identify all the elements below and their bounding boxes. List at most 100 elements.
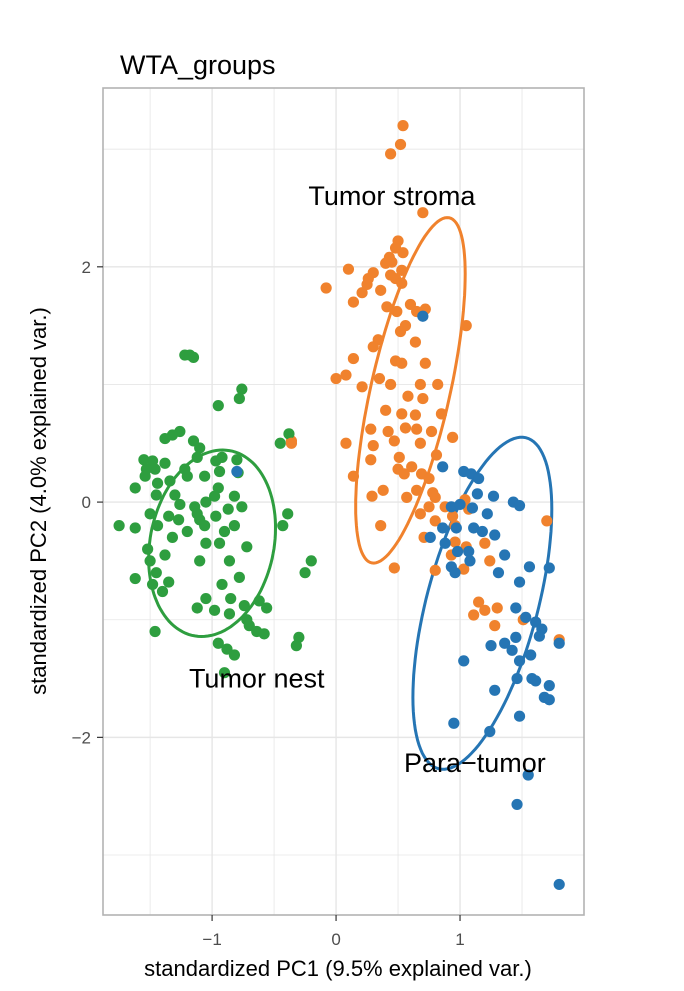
data-point — [361, 278, 373, 291]
data-point — [285, 437, 298, 449]
data-point — [397, 120, 409, 132]
data-point — [238, 600, 250, 612]
data-point — [468, 609, 480, 621]
data-point — [409, 336, 422, 348]
data-point — [553, 878, 565, 891]
data-point — [439, 537, 451, 549]
data-point — [258, 628, 270, 640]
data-point — [159, 549, 171, 561]
data-point — [397, 247, 409, 259]
data-point — [283, 428, 295, 440]
data-point — [222, 503, 234, 515]
data-point — [305, 555, 317, 567]
data-point — [194, 555, 206, 567]
data-point — [409, 409, 422, 421]
data-point — [187, 351, 200, 363]
y-tick-label: 2 — [82, 258, 91, 277]
data-point — [212, 400, 224, 412]
data-point — [530, 675, 542, 687]
data-point — [129, 572, 141, 585]
data-point — [151, 477, 164, 489]
data-point — [417, 310, 429, 322]
data-point — [231, 454, 243, 466]
y-tick-label: 0 — [82, 493, 91, 512]
data-point — [261, 602, 273, 614]
data-point — [367, 341, 379, 353]
data-point — [401, 491, 413, 503]
data-point — [236, 383, 248, 395]
data-point — [277, 520, 289, 532]
data-point — [347, 352, 360, 365]
data-point — [210, 510, 222, 522]
x-axis-ticks: −1 0 1 — [202, 915, 465, 949]
data-point — [299, 567, 311, 579]
data-point — [414, 378, 426, 391]
data-point — [212, 637, 224, 649]
data-point — [513, 655, 526, 667]
data-point — [473, 596, 485, 608]
data-point — [129, 482, 141, 494]
data-point — [236, 501, 248, 513]
data-point — [393, 451, 405, 463]
data-point — [365, 454, 377, 466]
data-point — [460, 320, 472, 332]
data-point — [388, 435, 400, 447]
data-point — [241, 541, 253, 553]
data-point — [200, 537, 212, 549]
data-point — [320, 282, 332, 294]
data-point — [414, 437, 426, 449]
data-point — [417, 207, 429, 219]
data-point — [445, 501, 457, 513]
data-point — [419, 357, 431, 369]
data-point — [491, 602, 503, 614]
data-point — [446, 510, 459, 522]
confidence-ellipses — [147, 216, 554, 771]
data-point — [386, 256, 398, 268]
data-point — [437, 461, 449, 473]
data-point — [151, 520, 164, 532]
data-point — [533, 630, 545, 642]
data-point — [423, 501, 435, 513]
data-point — [511, 672, 523, 685]
data-point — [448, 717, 460, 729]
data-point — [473, 472, 485, 485]
data-point — [499, 549, 511, 561]
data-point — [113, 520, 125, 532]
data-point — [429, 491, 441, 503]
group-labels: Tumor stroma Para−tumor Tumor nest — [189, 181, 546, 778]
x-tick-label: −1 — [202, 930, 221, 949]
y-tick-label: −2 — [72, 728, 91, 747]
data-point — [458, 655, 470, 667]
data-point — [385, 378, 397, 391]
data-point — [144, 508, 156, 520]
data-point — [437, 522, 449, 534]
confidence-ellipse — [147, 448, 277, 639]
data-point — [233, 392, 245, 405]
data-point — [479, 537, 491, 549]
data-point — [347, 470, 360, 482]
data-point — [435, 408, 448, 420]
data-point — [499, 637, 511, 649]
data-point — [468, 522, 480, 534]
data-point — [181, 470, 193, 482]
data-point — [398, 468, 410, 480]
data-point — [487, 490, 500, 502]
data-point — [481, 508, 493, 520]
data-point — [381, 301, 393, 313]
data-point — [411, 423, 423, 435]
data-point — [163, 576, 175, 588]
data-point — [375, 284, 387, 296]
data-point — [228, 649, 241, 661]
data-point — [231, 465, 243, 478]
data-point — [166, 531, 179, 543]
data-point — [356, 287, 368, 299]
data-point — [451, 545, 464, 558]
data-point — [522, 769, 534, 781]
data-point — [200, 592, 212, 605]
data-point — [446, 431, 459, 443]
data-point — [181, 525, 193, 538]
data-point — [492, 567, 505, 579]
data-point — [149, 625, 161, 638]
data-point — [146, 578, 159, 591]
data-point — [396, 357, 408, 369]
